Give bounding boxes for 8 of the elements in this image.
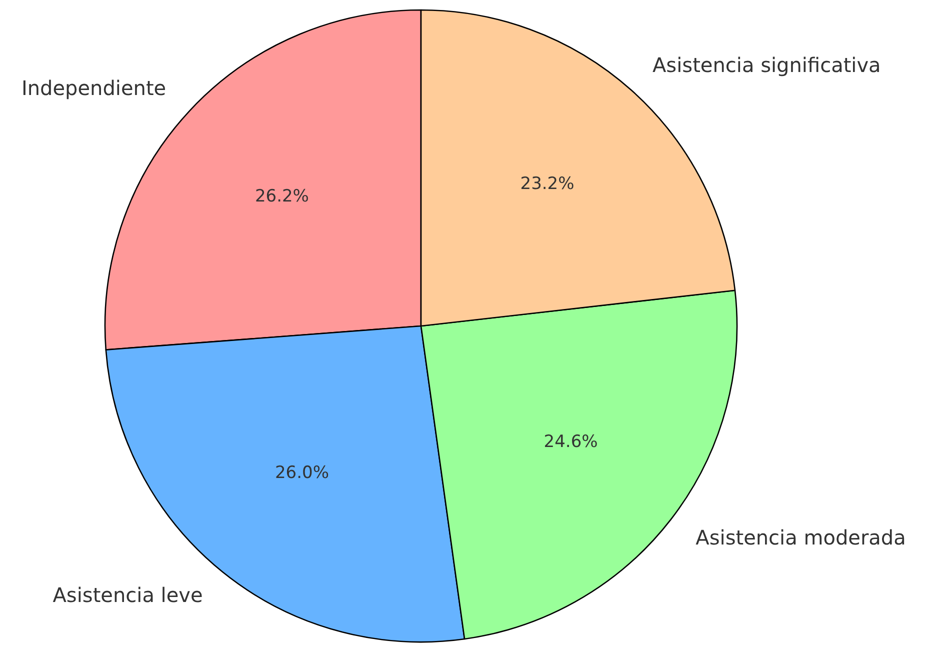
data-label: 26.2% [254, 186, 309, 207]
slice-label: Asistencia moderada [696, 526, 906, 550]
data-label: 23.2% [520, 174, 574, 194]
slice-label: Asistencia significativa [652, 53, 881, 78]
data-label: 26.0% [274, 463, 329, 484]
slice-label: Asistencia leve [52, 583, 203, 608]
slice-label: Independiente [21, 76, 166, 100]
data-label: 24.6% [544, 432, 598, 452]
